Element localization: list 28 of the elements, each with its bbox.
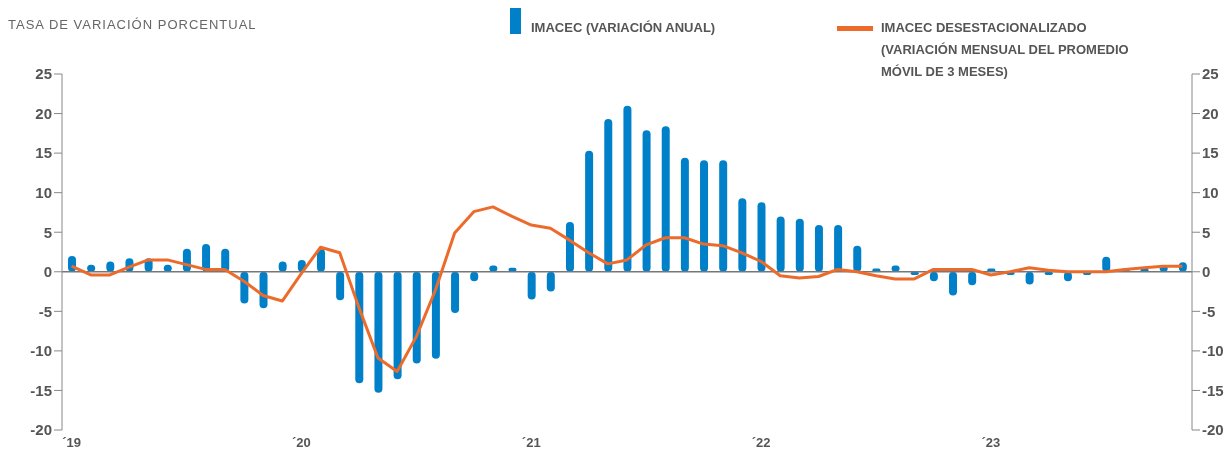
- x-tick-label: ´23: [981, 435, 1001, 451]
- y-tick-label: 15: [35, 144, 52, 162]
- y-tick-label: 25: [35, 65, 52, 83]
- x-tick-label: ´22: [751, 435, 771, 451]
- y2-tick-label: 15: [1202, 144, 1219, 162]
- x-tick-label: ´19: [62, 435, 81, 451]
- y2-tick-label: 10: [1202, 183, 1219, 201]
- y-tick-label: 10: [35, 183, 52, 201]
- x-tick-label: ´21: [521, 435, 541, 451]
- y2-tick-label: 25: [1202, 65, 1219, 83]
- legend-label: IMACEC DESESTACIONALIZADO (VARIACIÓN MENSUAL DEL PROMEDIO MÓVIL DE 3 MESES): [881, 19, 1130, 81]
- y2-tick-label: 20: [1202, 104, 1219, 122]
- y-tick-label: 0: [43, 263, 52, 281]
- x-tick-label: ´20: [292, 435, 311, 451]
- y2-tick-label: 0: [1202, 263, 1211, 281]
- legend-label: IMACEC (VARIACIÓN ANUAL): [531, 19, 717, 37]
- y2-tick-label: -5: [1202, 302, 1216, 320]
- chart-subtitle: TASA DE VARIACIÓN PORCENTUAL: [8, 17, 257, 32]
- y-tick-label: -5: [38, 302, 52, 320]
- y2-tick-label: 5: [1202, 223, 1211, 241]
- y-tick-label: -15: [30, 381, 52, 399]
- y-tick-label: -20: [30, 421, 52, 439]
- y-tick-label: 5: [43, 223, 52, 241]
- y2-tick-label: -20: [1202, 421, 1224, 439]
- y-tick-label: 20: [35, 104, 52, 122]
- y2-tick-label: -10: [1202, 342, 1224, 360]
- y2-tick-label: -15: [1202, 381, 1224, 399]
- y-tick-label: -10: [30, 342, 52, 360]
